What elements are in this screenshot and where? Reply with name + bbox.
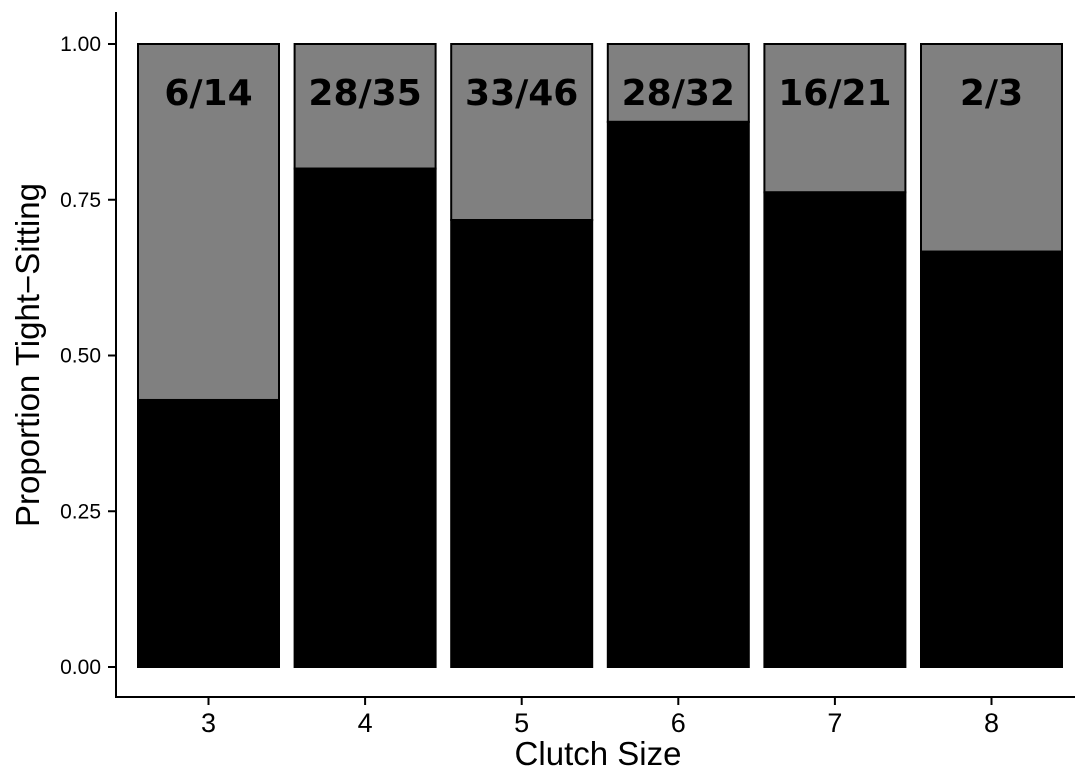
y-tick-label-0.00: 0.00 (60, 656, 101, 679)
y-tick-label-0.25: 0.25 (60, 500, 101, 523)
bar-remainder-7 (763, 43, 907, 194)
y-tick-label-0.50: 0.50 (60, 345, 101, 368)
x-tick-label-8: 8 (984, 708, 999, 738)
x-tick-label-4: 4 (358, 708, 373, 738)
y-tick-label-0.75: 0.75 (60, 189, 101, 212)
x-tick-label-7: 7 (827, 708, 842, 738)
bar-tight-sitting-8 (920, 250, 1063, 668)
bar-tight-sitting-6 (606, 120, 750, 668)
bar-remainder-8 (920, 43, 1063, 253)
bar-label-8: 2/3 (960, 73, 1023, 114)
bar-remainder-5 (450, 43, 594, 222)
bar-label-3: 6/14 (164, 73, 252, 114)
x-tick-label-6: 6 (671, 708, 686, 738)
bar-label-6: 28/32 (622, 73, 735, 114)
bar-tight-sitting-4 (293, 167, 437, 668)
y-ticks: 0.00 0.25 0.50 0.75 1.00 (60, 33, 116, 679)
x-tick-label-3: 3 (201, 708, 216, 738)
bar-tight-sitting-5 (450, 219, 594, 668)
bar-remainder-3 (137, 43, 280, 401)
bar-tight-sitting-7 (763, 191, 907, 668)
bar-tight-sitting-3 (137, 398, 280, 668)
x-tick-label-5: 5 (514, 708, 529, 738)
x-axis-title: Clutch Size (515, 735, 682, 772)
bars-layer: 6/14 28/35 33/46 28/32 16/21 2/3 (137, 43, 1063, 668)
bar-label-4: 28/35 (308, 73, 421, 114)
y-axis-title: Proportion Tight−Sitting (9, 183, 46, 527)
bar-label-7: 16/21 (778, 73, 891, 114)
bar-remainder-4 (293, 43, 437, 170)
y-tick-label-1.00: 1.00 (60, 33, 101, 56)
bar-label-5: 33/46 (465, 73, 578, 114)
bar-remainder-6 (606, 43, 750, 123)
x-ticks: 3 4 5 6 7 8 (201, 697, 999, 738)
